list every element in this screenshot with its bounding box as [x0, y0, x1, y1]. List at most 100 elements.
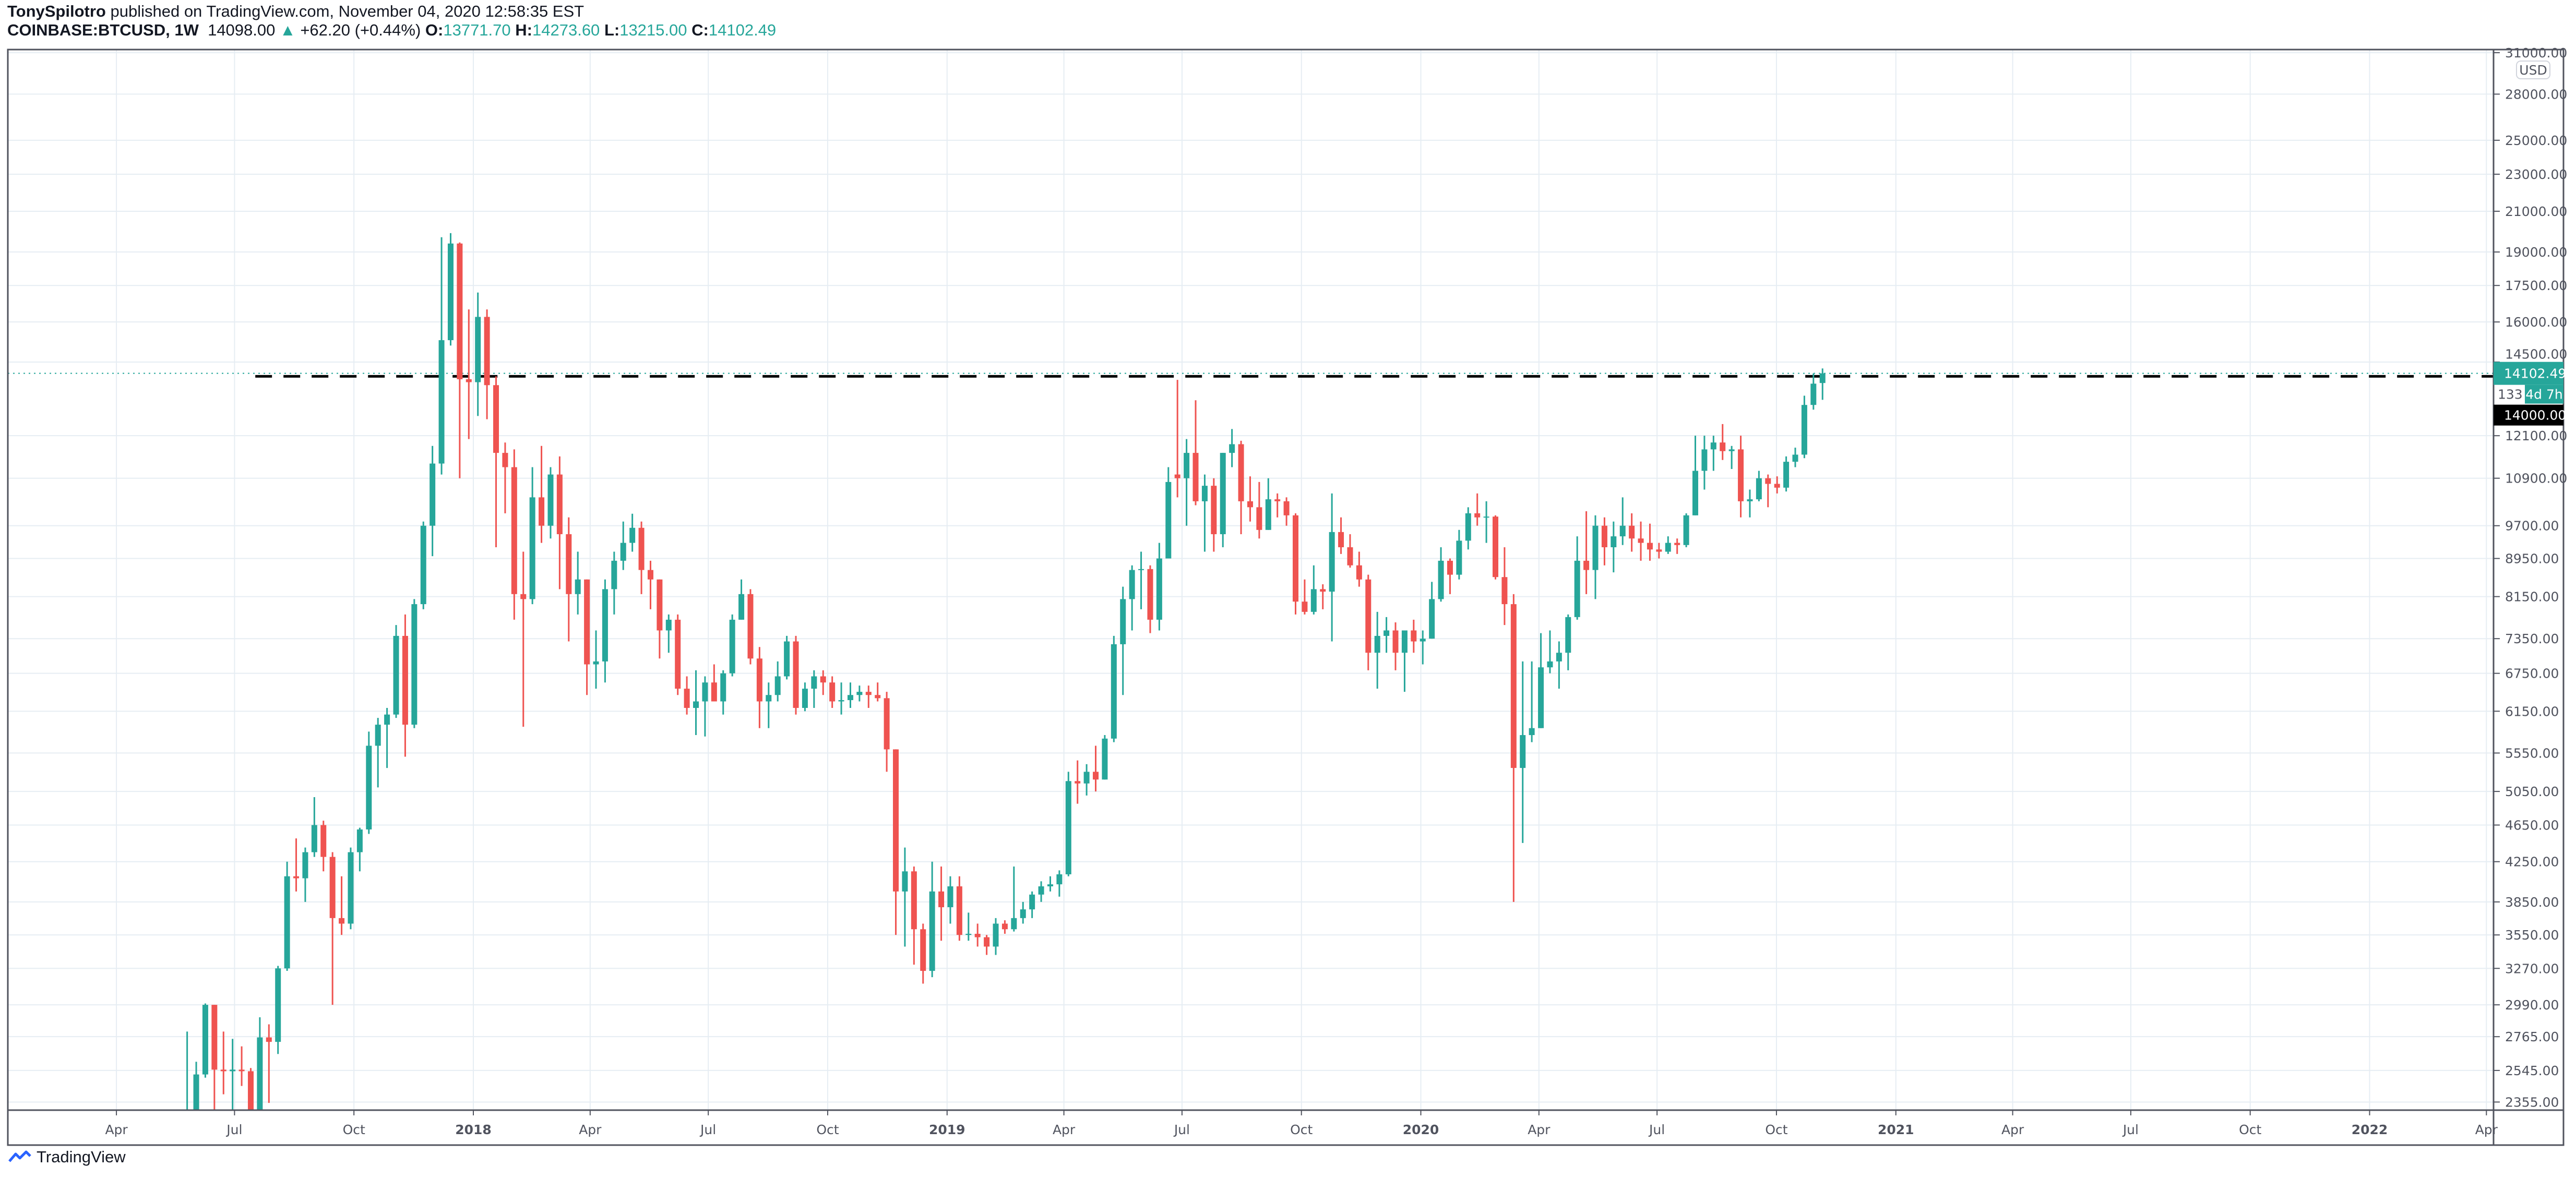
candle[interactable] [1256, 482, 1262, 539]
candle[interactable] [1056, 870, 1063, 897]
candle[interactable] [956, 876, 962, 941]
candle[interactable] [1001, 920, 1008, 934]
candle[interactable] [1638, 521, 1644, 561]
candle[interactable] [1683, 513, 1689, 548]
candle[interactable] [1020, 901, 1026, 924]
candle[interactable] [1283, 497, 1290, 526]
candle[interactable] [665, 614, 672, 653]
candle[interactable] [984, 935, 990, 955]
candle[interactable] [1538, 633, 1544, 728]
candle[interactable] [1338, 517, 1344, 554]
candle[interactable] [520, 551, 527, 727]
candle[interactable] [1102, 735, 1108, 780]
candle[interactable] [1302, 579, 1308, 615]
candle[interactable] [1411, 619, 1417, 653]
candle[interactable] [820, 670, 826, 695]
candle[interactable] [1656, 543, 1662, 559]
candle[interactable] [738, 579, 745, 620]
candle[interactable] [1447, 558, 1453, 594]
candle[interactable] [1165, 467, 1172, 559]
candle[interactable] [493, 376, 499, 548]
candle[interactable] [202, 1003, 208, 1078]
candle[interactable] [375, 718, 381, 788]
candle[interactable] [539, 446, 545, 543]
candle[interactable] [902, 847, 908, 947]
candle[interactable] [457, 242, 463, 478]
candle[interactable] [366, 731, 372, 834]
candle[interactable] [1347, 534, 1353, 568]
candle[interactable] [802, 682, 808, 712]
candle[interactable] [1474, 493, 1481, 526]
candle[interactable] [348, 847, 354, 930]
candle[interactable] [1520, 661, 1526, 843]
candle[interactable] [1583, 511, 1590, 594]
candle[interactable] [1401, 630, 1408, 692]
candle[interactable] [1556, 641, 1562, 689]
candle[interactable] [1601, 517, 1607, 566]
candle[interactable] [702, 676, 708, 737]
candle[interactable] [1120, 586, 1126, 695]
candle[interactable] [1220, 453, 1226, 548]
candle[interactable] [1510, 594, 1517, 902]
candle[interactable] [865, 685, 872, 708]
candle[interactable] [511, 449, 517, 620]
candle[interactable] [1574, 536, 1580, 620]
candle[interactable] [339, 876, 345, 935]
candle[interactable] [575, 551, 581, 615]
candle[interactable] [1365, 574, 1372, 670]
candle[interactable] [1274, 493, 1281, 518]
candle[interactable] [593, 630, 599, 689]
candle[interactable] [1456, 530, 1462, 580]
candle[interactable] [1192, 400, 1199, 506]
candle[interactable] [402, 614, 408, 757]
price-axis[interactable]: 31000.00 28000.00 25000.00 23000.00 21000.00… [2494, 45, 2567, 1110]
candle[interactable] [647, 560, 653, 609]
candle[interactable] [438, 237, 445, 475]
candle[interactable] [756, 647, 762, 728]
candle[interactable] [1738, 436, 1744, 518]
candle[interactable] [1320, 584, 1326, 609]
candle[interactable] [1011, 866, 1017, 932]
candle[interactable] [693, 670, 699, 736]
candle[interactable] [320, 821, 327, 872]
candle[interactable] [657, 579, 663, 659]
candle[interactable] [711, 664, 717, 702]
candle[interactable] [1229, 429, 1235, 467]
candle[interactable] [1710, 436, 1716, 471]
candle[interactable] [430, 446, 436, 557]
candle[interactable] [684, 676, 690, 715]
candle[interactable] [1238, 440, 1244, 534]
candle[interactable] [729, 614, 735, 677]
candle[interactable] [1747, 489, 1753, 518]
candle[interactable] [1501, 547, 1508, 625]
candle[interactable] [584, 579, 590, 695]
candle[interactable] [1692, 436, 1699, 515]
candle[interactable] [1420, 630, 1426, 665]
candle[interactable] [1629, 513, 1635, 552]
candle[interactable] [1493, 515, 1499, 580]
candle[interactable] [411, 599, 418, 728]
candle[interactable] [884, 692, 890, 772]
candle[interactable] [1356, 551, 1362, 587]
candle[interactable] [1392, 622, 1399, 670]
candle[interactable] [1065, 772, 1071, 876]
candle[interactable] [1147, 565, 1153, 633]
candle[interactable] [938, 866, 945, 941]
candle[interactable] [393, 625, 399, 718]
candle[interactable] [875, 682, 881, 702]
candle[interactable] [766, 682, 772, 728]
candle[interactable] [1728, 446, 1735, 469]
candle[interactable] [1438, 547, 1444, 602]
candle[interactable] [502, 442, 508, 513]
tradingview-logo-text[interactable]: TradingView [37, 1148, 126, 1166]
candle[interactable] [1810, 373, 1817, 410]
candle[interactable] [720, 670, 726, 715]
candle[interactable] [793, 635, 799, 715]
currency-badge[interactable] [2516, 61, 2550, 79]
candle[interactable] [556, 456, 563, 590]
candle[interactable] [747, 589, 754, 665]
candle[interactable] [1529, 661, 1535, 742]
candle[interactable] [1374, 611, 1380, 689]
candle[interactable] [1774, 476, 1780, 494]
